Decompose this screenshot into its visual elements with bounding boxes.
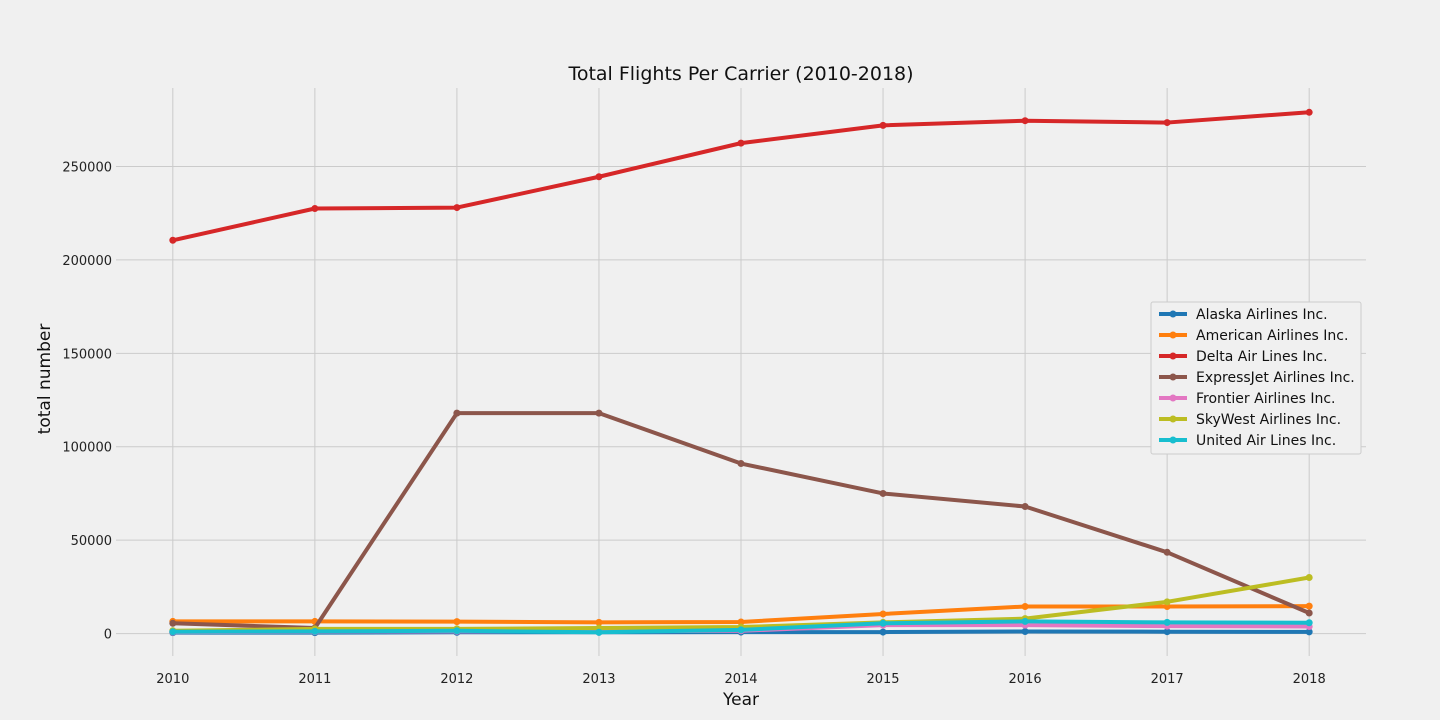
data-point bbox=[453, 409, 461, 417]
legend-marker bbox=[1169, 373, 1177, 381]
legend: Alaska Airlines Inc. American Airlines In… bbox=[1150, 301, 1362, 455]
data-point bbox=[453, 618, 461, 626]
x-tick-label: 2018 bbox=[1293, 672, 1326, 687]
data-point bbox=[1163, 548, 1171, 556]
data-point bbox=[737, 626, 745, 634]
data-point bbox=[1163, 119, 1171, 127]
data-point bbox=[311, 627, 319, 635]
legend-marker bbox=[1169, 394, 1177, 402]
chart-title: Total Flights Per Carrier (2010-2018) bbox=[567, 63, 913, 85]
x-axis-label: Year bbox=[722, 690, 759, 710]
data-point bbox=[453, 204, 461, 212]
x-tick-label: 2014 bbox=[724, 672, 757, 687]
x-tick-label: 2013 bbox=[582, 672, 615, 687]
x-tick-label: 2011 bbox=[298, 672, 331, 687]
x-tick-label: 2010 bbox=[156, 672, 189, 687]
y-tick-label: 50000 bbox=[71, 534, 112, 549]
legend-item: Frontier Airlines Inc. bbox=[1159, 391, 1336, 407]
y-axis-label: total number bbox=[35, 324, 55, 435]
legend-marker bbox=[1169, 436, 1177, 444]
data-point bbox=[1021, 117, 1029, 125]
y-tick-label: 200000 bbox=[62, 254, 112, 269]
x-tick-label: 2017 bbox=[1151, 672, 1184, 687]
data-point bbox=[1021, 602, 1029, 610]
y-tick-label: 150000 bbox=[62, 347, 112, 362]
data-point bbox=[1305, 108, 1313, 116]
data-point bbox=[169, 236, 177, 244]
y-tick-label: 250000 bbox=[62, 160, 112, 175]
data-point bbox=[595, 409, 603, 417]
data-point bbox=[879, 121, 887, 129]
data-point bbox=[737, 618, 745, 626]
legend-box bbox=[1150, 301, 1362, 455]
x-tick-label: 2016 bbox=[1009, 672, 1042, 687]
data-point bbox=[1163, 618, 1171, 626]
data-point bbox=[879, 489, 887, 497]
legend-marker bbox=[1169, 415, 1177, 423]
data-point bbox=[311, 205, 319, 213]
y-tick-labels: 0 50000 100000 150000 200000 250000 bbox=[62, 160, 112, 642]
series-lines bbox=[169, 108, 1313, 637]
data-point bbox=[879, 619, 887, 627]
data-point bbox=[1163, 628, 1171, 636]
data-point bbox=[1021, 628, 1029, 636]
data-point bbox=[453, 627, 461, 635]
y-tick-label: 100000 bbox=[62, 441, 112, 456]
data-point bbox=[595, 628, 603, 636]
legend-label: SkyWest Airlines Inc. bbox=[1196, 412, 1341, 428]
data-point bbox=[1021, 503, 1029, 511]
legend-item: ExpressJet Airlines Inc. bbox=[1159, 370, 1355, 386]
series-delta-air-lines-inc bbox=[169, 108, 1313, 244]
x-tick-label: 2015 bbox=[866, 672, 899, 687]
data-point bbox=[1021, 617, 1029, 625]
data-point bbox=[879, 628, 887, 636]
data-point bbox=[1305, 619, 1313, 627]
y-tick-label: 0 bbox=[104, 628, 112, 643]
legend-marker bbox=[1169, 310, 1177, 318]
legend-item: Alaska Airlines Inc. bbox=[1159, 307, 1328, 323]
data-point bbox=[1163, 598, 1171, 606]
legend-label: Delta Air Lines Inc. bbox=[1196, 349, 1328, 365]
x-tick-labels: 2010 2011 2012 2013 2014 2015 2016 2017 2018 bbox=[156, 672, 1325, 687]
data-point bbox=[595, 618, 603, 626]
data-point bbox=[879, 610, 887, 618]
data-point bbox=[1305, 609, 1313, 617]
data-point bbox=[169, 628, 177, 636]
legend-marker bbox=[1169, 352, 1177, 360]
data-point bbox=[737, 460, 745, 468]
legend-label: Frontier Airlines Inc. bbox=[1196, 391, 1336, 407]
series-united-air-lines-inc bbox=[169, 617, 1313, 636]
data-point bbox=[1305, 574, 1313, 582]
legend-item: American Airlines Inc. bbox=[1159, 328, 1348, 344]
data-point bbox=[1305, 602, 1313, 610]
legend-marker bbox=[1169, 331, 1177, 339]
data-point bbox=[595, 173, 603, 181]
data-point bbox=[1305, 628, 1313, 636]
legend-label: Alaska Airlines Inc. bbox=[1196, 307, 1328, 323]
legend-item: Delta Air Lines Inc. bbox=[1159, 349, 1328, 365]
legend-item: SkyWest Airlines Inc. bbox=[1159, 412, 1341, 428]
legend-label: American Airlines Inc. bbox=[1196, 328, 1348, 344]
legend-label: United Air Lines Inc. bbox=[1196, 433, 1336, 449]
x-tick-label: 2012 bbox=[440, 672, 473, 687]
data-point bbox=[169, 619, 177, 627]
legend-label: ExpressJet Airlines Inc. bbox=[1196, 370, 1355, 386]
legend-item: United Air Lines Inc. bbox=[1159, 433, 1336, 449]
data-point bbox=[737, 139, 745, 147]
